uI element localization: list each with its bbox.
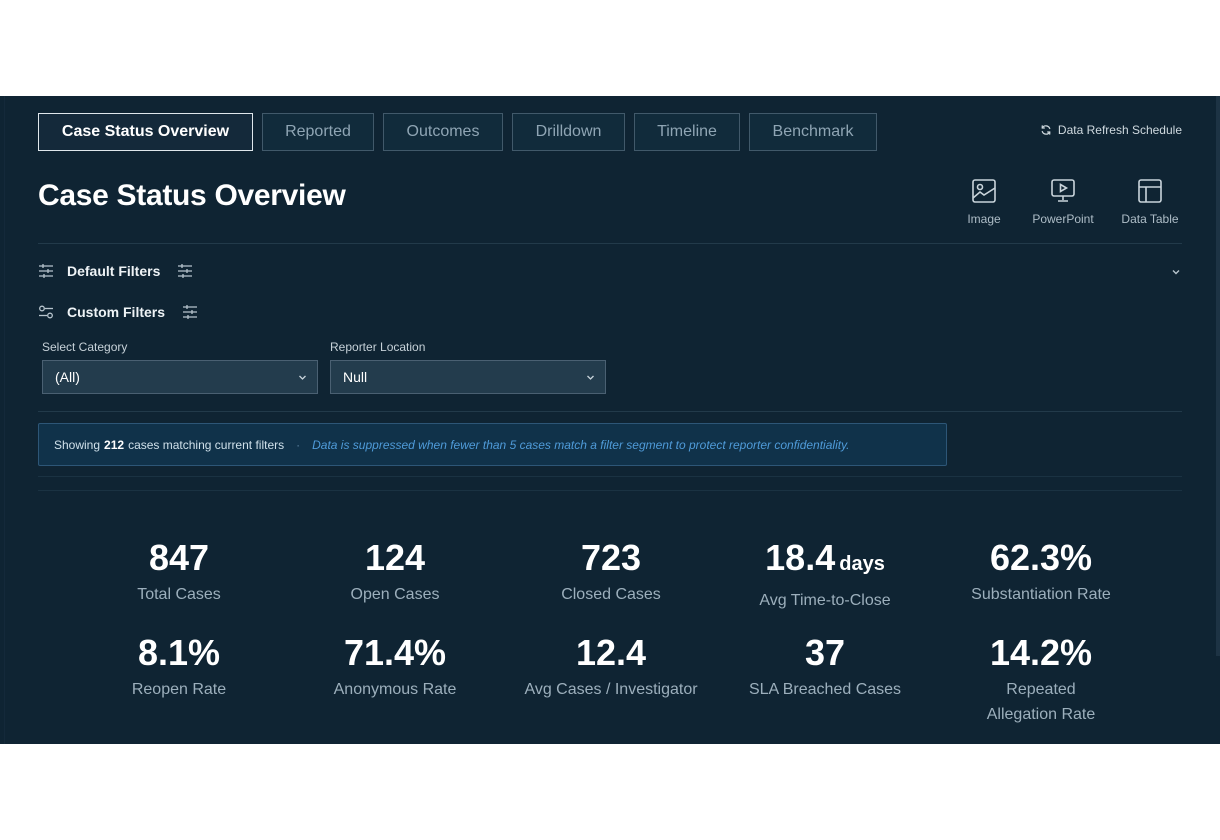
data-refresh-schedule-link[interactable]: Data Refresh Schedule — [1040, 123, 1182, 137]
kpi-closed-cases: 723 Closed Cases — [503, 536, 719, 607]
tab-case-status-overview[interactable]: Case Status Overview — [38, 113, 253, 151]
kpi-sla-breached-cases: 37 SLA Breached Cases — [717, 631, 933, 702]
reporter-location-label: Reporter Location — [330, 340, 426, 354]
sliders-icon — [39, 264, 53, 278]
select-category-value: (All) — [55, 369, 80, 385]
page-title: Case Status Overview — [38, 179, 346, 212]
filters-divider — [38, 411, 1182, 412]
kpi-value: 12.4 — [575, 632, 647, 673]
kpi-value: 14.2% — [989, 632, 1093, 673]
export-powerpoint-label: PowerPoint — [1032, 212, 1094, 226]
scrollbar[interactable] — [1216, 96, 1220, 656]
kpi-value: 847 — [148, 537, 210, 578]
kpi-label: Substantiation Rate — [971, 586, 1111, 603]
kpi-label: Anonymous Rate — [333, 681, 457, 698]
kpi-open-cases: 124 Open Cases — [287, 536, 503, 607]
kpi-label: Reopen Rate — [131, 681, 227, 698]
tab-bar: Case Status Overview Reported Outcomes D… — [38, 113, 886, 153]
reporter-location-value: Null — [343, 369, 368, 385]
export-data-table-label: Data Table — [1121, 212, 1179, 226]
presentation-icon — [1051, 179, 1075, 202]
kpi-label: Repeated Allegation Rate — [986, 681, 1096, 723]
kpi-value: 8.1% — [137, 632, 221, 673]
kpi-label: Closed Cases — [561, 586, 661, 603]
tab-benchmark[interactable]: Benchmark — [749, 113, 877, 151]
refresh-label: Data Refresh Schedule — [1057, 123, 1182, 137]
kpi-reopen-rate: 8.1% Reopen Rate — [71, 631, 287, 702]
kpi-label: Avg Cases / Investigator — [524, 681, 698, 698]
tab-drilldown[interactable]: Drilldown — [512, 113, 625, 151]
tab-reported[interactable]: Reported — [262, 113, 374, 151]
panel-left-border — [4, 96, 5, 744]
kpi-value: 71.4% — [343, 632, 447, 673]
export-toolbar: Image PowerPoint Data Table — [954, 178, 1182, 226]
chevron-down-icon — [587, 375, 594, 380]
kpi-avg-cases-per-investigator: 12.4 Avg Cases / Investigator — [503, 631, 719, 702]
filter-settings-icon[interactable] — [177, 263, 193, 279]
kpi-label: Avg Time-to-Close — [759, 592, 891, 609]
dashboard-panel: Case Status Overview Reported Outcomes D… — [0, 96, 1220, 744]
header-divider — [38, 243, 1182, 244]
notice-separator: · — [296, 437, 301, 452]
kpi-value: 124 — [364, 537, 426, 578]
custom-filters-label: Custom Filters — [67, 304, 166, 320]
kpi-unit: days — [839, 553, 885, 575]
kpi-value: 62.3% — [989, 537, 1093, 578]
tab-outcomes[interactable]: Outcomes — [383, 113, 503, 151]
select-category-dropdown[interactable]: (All) — [42, 360, 318, 394]
toggle-filter-icon — [39, 305, 53, 319]
notice-case-count: 212 — [104, 437, 125, 452]
notice-divider-2 — [38, 490, 1182, 491]
refresh-icon — [1041, 125, 1051, 135]
kpi-label: SLA Breached Cases — [748, 681, 902, 698]
notice-suffix: cases matching current filters — [128, 437, 285, 452]
default-filters-toggle[interactable]: Default Filters — [38, 263, 193, 279]
kpi-value: 37 — [804, 632, 846, 673]
export-image-label: Image — [967, 212, 1001, 226]
kpi-repeated-allegation-rate: 14.2% Repeated Allegation Rate — [933, 631, 1149, 727]
notice-divider-1 — [38, 476, 1182, 477]
export-powerpoint-button[interactable]: PowerPoint — [1030, 178, 1096, 226]
kpi-avg-time-to-close: 18.4 days Avg Time-to-Close — [717, 536, 933, 613]
kpi-label: Open Cases — [350, 586, 440, 603]
kpi-value: 18.4 days — [765, 537, 885, 578]
kpi-total-cases: 847 Total Cases — [71, 536, 287, 607]
kpi-label: Total Cases — [137, 586, 221, 603]
kpi-substantiation-rate: 62.3% Substantiation Rate — [933, 536, 1149, 607]
filter-results-notice: Showing 212 cases matching current filte… — [38, 423, 947, 466]
image-icon — [972, 179, 996, 203]
tab-timeline[interactable]: Timeline — [634, 113, 740, 151]
suppression-note: Data is suppressed when fewer than 5 cas… — [312, 437, 850, 452]
reporter-location-dropdown[interactable]: Null — [330, 360, 606, 394]
table-icon — [1138, 179, 1162, 203]
select-category-label: Select Category — [42, 340, 128, 354]
kpi-anonymous-rate: 71.4% Anonymous Rate — [287, 631, 503, 702]
chevron-down-icon[interactable] — [1170, 266, 1182, 278]
export-image-button[interactable]: Image — [954, 178, 1014, 226]
default-filters-label: Default Filters — [67, 263, 161, 279]
kpi-value: 723 — [580, 537, 642, 578]
chevron-down-icon — [299, 375, 306, 380]
custom-filter-settings-icon[interactable] — [182, 304, 198, 320]
custom-filters-toggle[interactable]: Custom Filters — [38, 304, 198, 320]
notice-prefix: Showing — [54, 437, 101, 452]
export-data-table-button[interactable]: Data Table — [1118, 178, 1182, 226]
